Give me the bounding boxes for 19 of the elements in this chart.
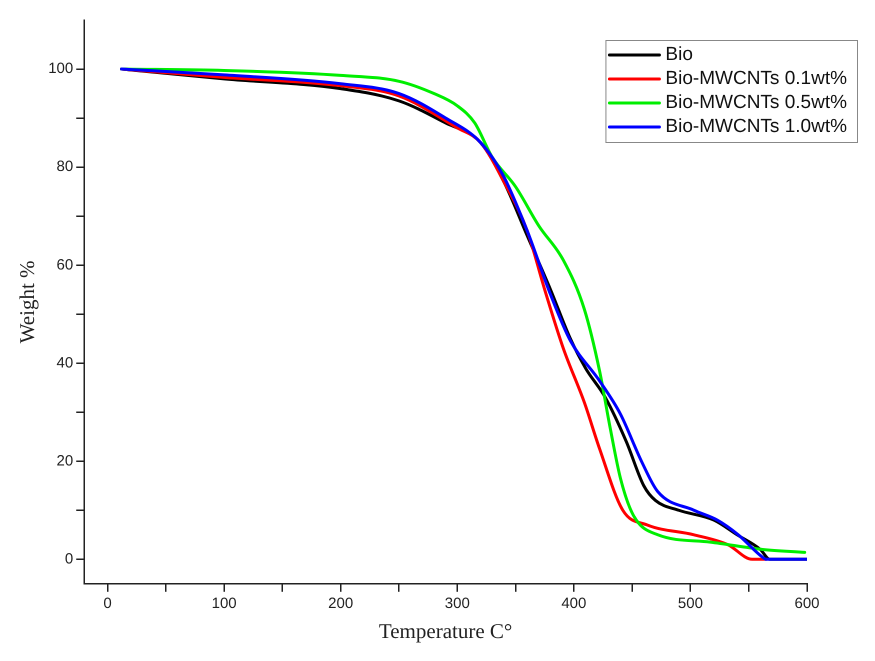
y-tick-label: 40 xyxy=(56,354,74,372)
y-tick-label: 100 xyxy=(48,60,74,78)
legend-label: Bio-MWCNTs 0.1wt% xyxy=(665,68,848,90)
y-tick-label: 80 xyxy=(56,158,74,176)
legend-label: Bio-MWCNTs 1.0wt% xyxy=(665,116,848,138)
x-axis-title: Temperature C° xyxy=(378,618,512,643)
y-tick-label: 0 xyxy=(64,550,74,568)
x-tick-label: 300 xyxy=(444,594,470,612)
y-tick-label: 60 xyxy=(56,256,74,274)
x-tick-label: 400 xyxy=(561,594,586,612)
x-tick-label: 600 xyxy=(794,594,820,612)
x-tick-label: 0 xyxy=(103,594,112,612)
y-axis-title: Weight % xyxy=(15,260,40,344)
x-tick-label: 200 xyxy=(328,594,354,612)
y-tick-label: 20 xyxy=(56,452,74,470)
legend-label: Bio xyxy=(665,44,693,66)
x-tick-label: 500 xyxy=(678,594,703,612)
x-tick-label: 100 xyxy=(212,594,237,612)
legend-label: Bio-MWCNTs 0.5wt% xyxy=(665,92,848,114)
